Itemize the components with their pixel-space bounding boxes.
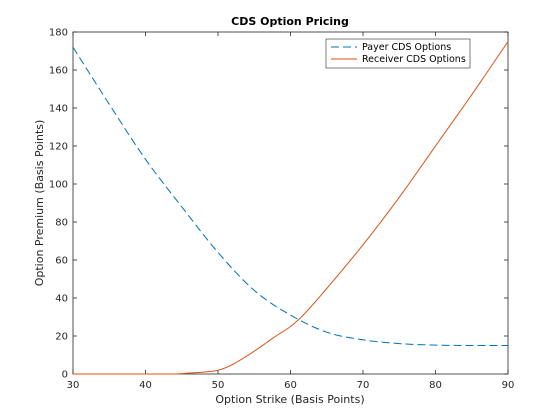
x-tick-label: 90 — [502, 380, 515, 391]
y-tick-label: 60 — [55, 256, 68, 267]
series-line-receiver — [73, 41, 509, 375]
legend-entry-payer: Payer CDS Options — [362, 42, 451, 53]
y-tick-label: 120 — [49, 142, 68, 153]
x-tick-label: 50 — [212, 380, 225, 391]
series-lines — [72, 41, 509, 375]
x-tick-label: 30 — [67, 380, 80, 391]
legend: Payer CDS Options Receiver CDS Options — [325, 38, 471, 69]
x-tick-label: 40 — [139, 380, 152, 391]
series-line-payer — [72, 46, 508, 347]
legend-box — [325, 38, 471, 69]
legend-entry-receiver: Receiver CDS Options — [362, 54, 466, 65]
plot-area — [72, 31, 509, 375]
y-tick-label: 100 — [49, 180, 68, 191]
y-tick-label: 20 — [55, 332, 68, 343]
y-tick-label: 180 — [49, 28, 68, 39]
x-tick-label: 80 — [429, 380, 442, 391]
chart-title: CDS Option Pricing — [231, 15, 349, 28]
y-tick-label: 160 — [49, 66, 68, 77]
x-tick-label: 60 — [284, 380, 297, 391]
axis-ticks: 30 40 50 60 70 80 90 0 20 40 60 80 100 120 140 160 180 — [49, 28, 514, 392]
x-axis-label: Option Strike (Basis Points) — [215, 393, 364, 406]
y-tick-label: 0 — [62, 370, 68, 381]
y-tick-label: 140 — [49, 104, 68, 115]
y-axis-label: Option Premium (Basis Points) — [33, 120, 46, 287]
y-tick-label: 80 — [55, 218, 68, 229]
y-tick-label: 40 — [55, 294, 68, 305]
x-tick-label: 70 — [357, 380, 370, 391]
